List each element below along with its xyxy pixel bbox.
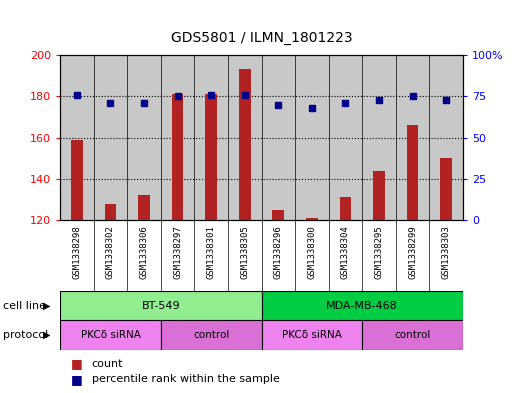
Text: GSM1338303: GSM1338303 — [441, 226, 451, 279]
Bar — [105, 204, 116, 220]
Text: ▶: ▶ — [43, 330, 51, 340]
Text: GSM1338301: GSM1338301 — [207, 226, 215, 279]
Bar — [228, 55, 262, 220]
Text: GSM1338295: GSM1338295 — [374, 226, 383, 279]
Text: GSM1338302: GSM1338302 — [106, 226, 115, 279]
Bar — [306, 218, 317, 220]
Bar — [407, 125, 418, 220]
Bar — [362, 320, 463, 350]
Text: GSM1338299: GSM1338299 — [408, 226, 417, 279]
Text: PKCδ siRNA: PKCδ siRNA — [81, 330, 140, 340]
Bar — [94, 55, 127, 220]
Bar — [429, 55, 463, 220]
Text: ■: ■ — [71, 357, 82, 370]
Bar — [262, 55, 295, 220]
Bar — [60, 55, 94, 220]
Bar — [71, 140, 83, 220]
Text: GSM1338296: GSM1338296 — [274, 226, 283, 279]
Bar — [440, 158, 452, 220]
Text: cell line: cell line — [3, 301, 46, 310]
Text: control: control — [193, 330, 230, 340]
Text: GSM1338300: GSM1338300 — [308, 226, 316, 279]
Text: GSM1338298: GSM1338298 — [72, 226, 82, 279]
Text: PKCδ siRNA: PKCδ siRNA — [282, 330, 342, 340]
Bar — [396, 55, 429, 220]
Text: GDS5801 / ILMN_1801223: GDS5801 / ILMN_1801223 — [170, 31, 353, 45]
Bar — [195, 55, 228, 220]
Bar — [60, 320, 161, 350]
Bar — [262, 291, 463, 320]
Bar — [161, 55, 195, 220]
Bar — [339, 197, 351, 220]
Text: ▶: ▶ — [43, 301, 51, 310]
Bar — [172, 94, 184, 220]
Text: BT-549: BT-549 — [142, 301, 180, 310]
Text: percentile rank within the sample: percentile rank within the sample — [92, 374, 279, 384]
Bar — [295, 55, 328, 220]
Bar — [328, 55, 362, 220]
Bar — [262, 320, 362, 350]
Bar — [138, 195, 150, 220]
Text: count: count — [92, 358, 123, 369]
Bar — [362, 55, 396, 220]
Bar — [161, 320, 262, 350]
Bar — [206, 94, 217, 220]
Bar — [272, 210, 284, 220]
Text: GSM1338306: GSM1338306 — [140, 226, 149, 279]
Text: GSM1338297: GSM1338297 — [173, 226, 182, 279]
Text: GSM1338304: GSM1338304 — [341, 226, 350, 279]
Text: control: control — [394, 330, 431, 340]
Bar — [373, 171, 385, 220]
Text: MDA-MB-468: MDA-MB-468 — [326, 301, 398, 310]
Text: ■: ■ — [71, 373, 82, 386]
Bar — [239, 70, 251, 220]
Bar — [127, 55, 161, 220]
Text: GSM1338305: GSM1338305 — [240, 226, 249, 279]
Text: protocol: protocol — [3, 330, 48, 340]
Bar — [60, 291, 262, 320]
